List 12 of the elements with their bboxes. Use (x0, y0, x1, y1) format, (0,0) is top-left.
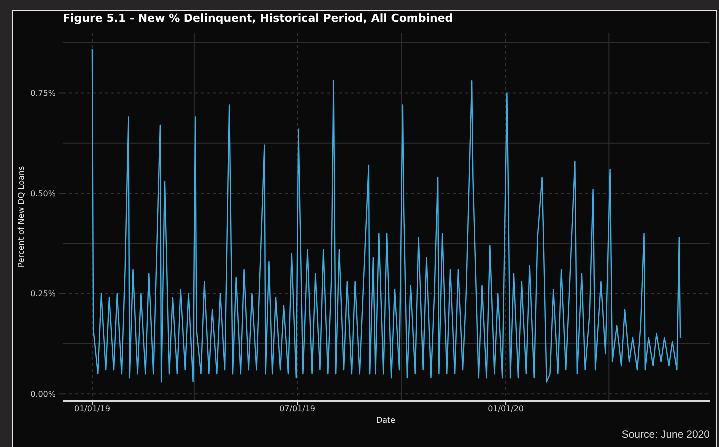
y-tick-label: 0.25% (30, 290, 56, 299)
x-tick-label: 07/01/19 (280, 404, 316, 414)
y-tick-label: 0.50% (30, 189, 56, 198)
y-tick-label: 0.00% (30, 390, 56, 400)
x-tick-label: 01/01/19 (74, 404, 110, 414)
y-axis-title: Percent of New DQ Loans (17, 166, 26, 268)
y-tick-label: 0.75% (30, 89, 56, 98)
line-series (92, 48, 682, 383)
x-axis-title: Date (376, 416, 396, 425)
x-tick-label: 01/01/20 (488, 404, 524, 414)
chart-title: Figure 5.1 - New % Delinquent, Historical Period, All Combined (63, 12, 454, 25)
source-note: Source: June 2020 (622, 429, 710, 441)
